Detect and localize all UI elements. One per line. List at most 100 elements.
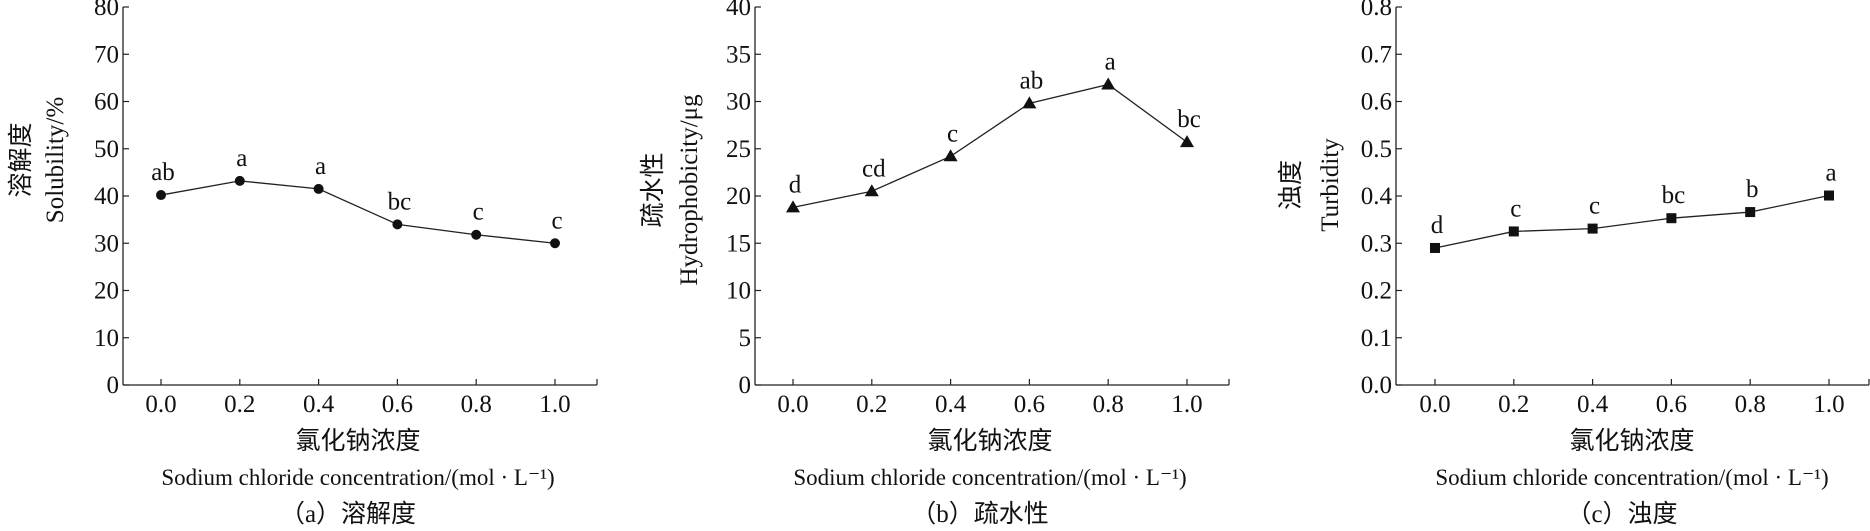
- x-tick-label: 0.4: [935, 391, 967, 418]
- x-tick-label: 0.0: [777, 391, 808, 418]
- significance-label: c: [1510, 195, 1521, 222]
- y-axis-label-cn: 浊度: [1277, 160, 1305, 210]
- panel-caption: （c）浊度: [1566, 500, 1677, 528]
- y-tick-label: 0: [107, 372, 120, 399]
- significance-label: bc: [1177, 106, 1201, 133]
- x-tick-label: 0.2: [856, 391, 887, 418]
- y-tick-label: 0.6: [1361, 89, 1392, 116]
- data-point: [1508, 226, 1519, 237]
- significance-label: c: [551, 207, 562, 234]
- data-point: [1587, 223, 1598, 234]
- significance-label: ab: [1020, 67, 1044, 94]
- y-tick-label: 40: [94, 183, 119, 210]
- y-tick-label: 60: [94, 89, 119, 116]
- data-point: [234, 175, 245, 186]
- x-axis-label-cn: 氯化钠浓度: [927, 427, 1052, 455]
- x-tick-label: 0.4: [303, 391, 335, 418]
- data-point: [550, 238, 560, 249]
- x-tick-label: 0.4: [1577, 391, 1609, 418]
- y-tick-label: 10: [726, 278, 751, 305]
- y-axis-label-en: Turbidity: [1317, 138, 1344, 232]
- series-line: [1434, 194, 1830, 249]
- data-point: [1022, 96, 1037, 109]
- x-tick-label: 0.2: [1498, 391, 1529, 418]
- data-point: [786, 200, 800, 213]
- data-point: [1666, 213, 1677, 224]
- x-tick-label: 0.6: [1014, 391, 1045, 418]
- significance-label: c: [947, 120, 958, 147]
- significance-label: cd: [862, 155, 886, 182]
- y-tick-label: 5: [739, 325, 752, 352]
- x-tick-label: 0.0: [145, 391, 176, 418]
- data-point: [471, 229, 482, 240]
- x-axis-label-cn: 氯化钠浓度: [1569, 427, 1694, 455]
- chart-panel-c: 0.0 0.1 0.2 0.3 0.4 0.5 0.6 0.7 0.8 0.0 0.2 0.4 0.6 0…: [1277, 0, 1870, 528]
- significance-label: d: [1431, 212, 1444, 239]
- data-point: [156, 190, 166, 201]
- significance-label: d: [789, 171, 802, 198]
- significance-label: bc: [1662, 182, 1686, 209]
- y-tick-label: 25: [726, 136, 751, 163]
- significance-label: ab: [151, 159, 175, 186]
- data-point: [1745, 207, 1756, 218]
- y-tick-label: 40: [726, 0, 751, 21]
- y-tick-label: 0.8: [1361, 0, 1392, 21]
- significance-label: a: [1825, 160, 1836, 187]
- x-axis-label-en: Sodium chloride concentration/(mol · L⁻¹…: [1435, 465, 1828, 490]
- significance-label: a: [236, 145, 247, 172]
- x-tick-label: 1.0: [1171, 391, 1202, 418]
- x-axis-label-en: Sodium chloride concentration/(mol · L⁻¹…: [793, 465, 1186, 490]
- significance-label: c: [1589, 193, 1600, 220]
- panel-caption: （b）疏水性: [911, 500, 1049, 528]
- data-point: [943, 149, 958, 162]
- x-tick-label: 0.8: [461, 391, 492, 418]
- y-tick-label: 30: [726, 89, 751, 116]
- x-tick-label: 1.0: [539, 391, 570, 418]
- y-tick-label: 15: [726, 230, 751, 257]
- y-tick-label: 0.4: [1361, 183, 1393, 210]
- series-line: [160, 180, 556, 244]
- x-tick-label: 0.6: [382, 391, 413, 418]
- y-tick-label: 20: [726, 183, 751, 210]
- y-tick-label: 30: [94, 230, 119, 257]
- y-tick-label: 0.7: [1361, 41, 1392, 68]
- x-tick-label: 0.8: [1093, 391, 1124, 418]
- significance-label: b: [1746, 176, 1759, 203]
- y-tick-label: 20: [94, 278, 119, 305]
- significance-label: bc: [388, 188, 412, 215]
- y-axis-label-en: Hydrophobicity/μg: [676, 94, 703, 286]
- y-tick-label: 70: [94, 41, 119, 68]
- significance-label: c: [473, 199, 484, 226]
- data-point: [1101, 77, 1116, 90]
- data-point: [1430, 242, 1440, 253]
- data-point: [864, 184, 879, 197]
- significance-label: a: [315, 153, 326, 180]
- x-tick-label: 0.6: [1656, 391, 1687, 418]
- panel-caption: （a）溶解度: [280, 500, 416, 528]
- y-tick-label: 50: [94, 136, 119, 163]
- y-tick-label: 10: [94, 325, 119, 352]
- y-axis-label-cn: 溶解度: [7, 122, 35, 197]
- y-axis-label-cn: 疏水性: [639, 152, 667, 227]
- y-axis-label-en: Solubility/%: [42, 97, 69, 223]
- y-tick-label: 0.1: [1361, 325, 1392, 352]
- y-tick-label: 0.3: [1361, 230, 1392, 257]
- significance-label: a: [1105, 48, 1116, 75]
- y-tick-label: 80: [94, 0, 119, 21]
- data-point: [1180, 135, 1194, 148]
- x-tick-label: 1.0: [1813, 391, 1844, 418]
- x-tick-label: 0.8: [1735, 391, 1766, 418]
- data-point: [1824, 190, 1834, 201]
- y-tick-label: 0: [739, 372, 752, 399]
- y-tick-label: 0.0: [1361, 372, 1392, 399]
- series-line: [792, 83, 1188, 208]
- chart-panel-a: 0 10 20 30 40 50 60 70 80 0.0 0.2 0.4 0.6 0.8 1.0 ab a a b…: [7, 0, 598, 528]
- data-point: [313, 183, 324, 194]
- y-tick-label: 35: [726, 41, 751, 68]
- data-point: [392, 219, 403, 230]
- y-tick-label: 0.5: [1361, 136, 1392, 163]
- x-tick-label: 0.2: [224, 391, 255, 418]
- x-tick-label: 0.0: [1419, 391, 1450, 418]
